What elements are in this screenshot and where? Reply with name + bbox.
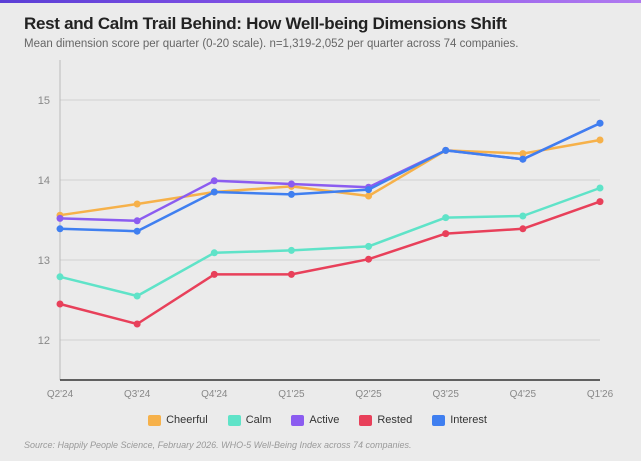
x-tick-label: Q2'24 (47, 389, 74, 400)
data-point-active (287, 180, 295, 188)
data-point-active (133, 217, 141, 225)
data-point-interest (210, 188, 218, 196)
data-point-interest (133, 227, 141, 235)
data-point-rested (210, 270, 218, 278)
source-note: Source: Happily People Science, February… (24, 440, 412, 450)
series-line-rested (59, 200, 601, 326)
legend-item-calm[interactable]: Calm (227, 414, 272, 426)
chart-title: Rest and Calm Trail Behind: How Well-bei… (24, 14, 507, 33)
legend-swatch (148, 414, 162, 426)
data-point-cheerful (365, 192, 373, 200)
data-point-calm (365, 242, 373, 250)
series-line-cheerful (59, 138, 601, 217)
legend-label: Active (309, 414, 340, 426)
data-point-rested (442, 230, 450, 238)
data-point-cheerful (519, 150, 527, 158)
data-point-active (56, 214, 64, 222)
legend-item-active[interactable]: Active (291, 414, 339, 426)
legend-item-cheerful[interactable]: Cheerful (148, 414, 208, 426)
x-tick-label: Q3'24 (124, 389, 151, 400)
data-point-calm (210, 249, 218, 257)
data-point-interest (56, 225, 64, 233)
legend-label: Interest (450, 414, 487, 426)
series-line-interest (59, 122, 601, 233)
data-point-calm (442, 214, 450, 222)
data-point-calm (596, 184, 604, 192)
x-tick-label: Q2'25 (355, 389, 382, 400)
data-point-rested (56, 300, 64, 308)
data-point-calm (519, 212, 527, 220)
data-point-cheerful (596, 136, 604, 144)
data-point-interest (519, 155, 527, 163)
series-line-active (59, 122, 601, 223)
data-point-rested (519, 225, 527, 233)
y-tick-label: 14 (38, 175, 50, 187)
legend: Cheerful Calm Active Rested Interest (0, 414, 641, 426)
legend-swatch (432, 414, 446, 426)
y-tick-label: 15 (38, 95, 50, 107)
data-point-calm (56, 273, 64, 281)
data-point-calm (287, 246, 295, 254)
data-point-rested (287, 270, 295, 278)
data-point-active (210, 177, 218, 185)
data-point-rested (365, 255, 373, 263)
series-line-calm (59, 186, 601, 298)
y-tick-label: 13 (38, 255, 50, 267)
data-point-interest (287, 190, 295, 198)
legend-swatch (359, 414, 373, 426)
x-tick-label: Q1'25 (278, 389, 305, 400)
x-tick-label: Q4'24 (201, 389, 228, 400)
legend-item-interest[interactable]: Interest (432, 414, 487, 426)
legend-swatch (227, 414, 241, 426)
data-point-interest (596, 119, 604, 127)
legend-label: Cheerful (166, 414, 208, 426)
x-tick-label: Q4'25 (510, 389, 537, 400)
data-point-cheerful (133, 200, 141, 208)
legend-swatch (291, 414, 305, 426)
legend-item-rested[interactable]: Rested (359, 414, 412, 426)
chart-subtitle: Mean dimension score per quarter (0-20 s… (24, 38, 519, 50)
data-point-interest (365, 186, 373, 194)
top-accent-bar (0, 0, 641, 3)
legend-label: Rested (377, 414, 413, 426)
x-tick-label: Q3'25 (433, 389, 460, 400)
data-point-interest (442, 146, 450, 154)
data-point-rested (133, 320, 141, 328)
y-tick-label: 12 (38, 335, 50, 347)
data-point-rested (596, 198, 604, 206)
x-tick-label: Q1'26 (587, 389, 614, 400)
legend-label: Calm (245, 414, 272, 426)
data-point-calm (133, 292, 141, 300)
